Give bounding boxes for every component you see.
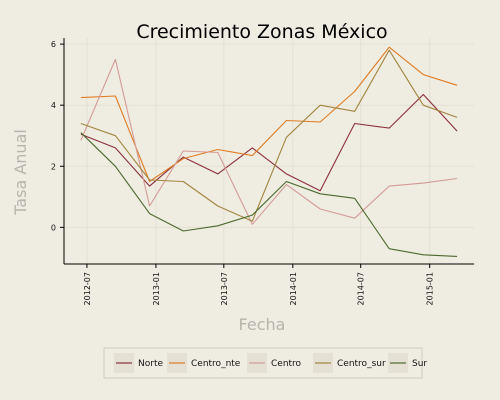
legend-label-centro-nte: Centro_nte [191,359,241,369]
series-line-centro-sur [80,49,458,222]
x-tick-label: 2015-01 [426,272,435,305]
x-tick-label: 2014-07 [357,272,366,305]
plot-panel [64,38,474,264]
series-line-sur [80,132,458,257]
grid [64,38,474,264]
x-axis-title: Fecha [239,315,286,334]
series-lines [80,46,458,257]
legend-label-norte: Norte [138,359,163,369]
legend: Norte Centro_nte Centro Centro_sur Sur [103,347,427,379]
x-tick-label: 2013-07 [220,272,229,305]
axes [63,38,474,265]
x-tick-label: 2012-07 [83,272,92,305]
series-line-centro-nte [80,46,458,183]
chart-title: Crecimiento Zonas México [136,21,387,43]
x-tick-label: 2013-01 [152,272,161,305]
legend-label-sur: Sur [412,359,427,369]
x-tick-label: 2014-01 [289,272,298,305]
y-tick-label: 0 [51,223,56,232]
y-tick-label: 4 [51,101,56,110]
legend-label-centro: Centro [271,359,302,369]
y-axis-ticks: 0 2 4 6 [51,40,64,232]
series-line-centro [80,58,458,225]
x-axis-ticks: 2012-07 2013-01 2013-07 2014-01 2014-07 2015-… [83,264,435,305]
legend-label-centro-sur: Centro_sur [337,359,386,369]
y-axis-title: Tasa Anual [11,129,30,216]
y-tick-label: 6 [51,40,56,49]
y-tick-label: 2 [51,162,56,171]
